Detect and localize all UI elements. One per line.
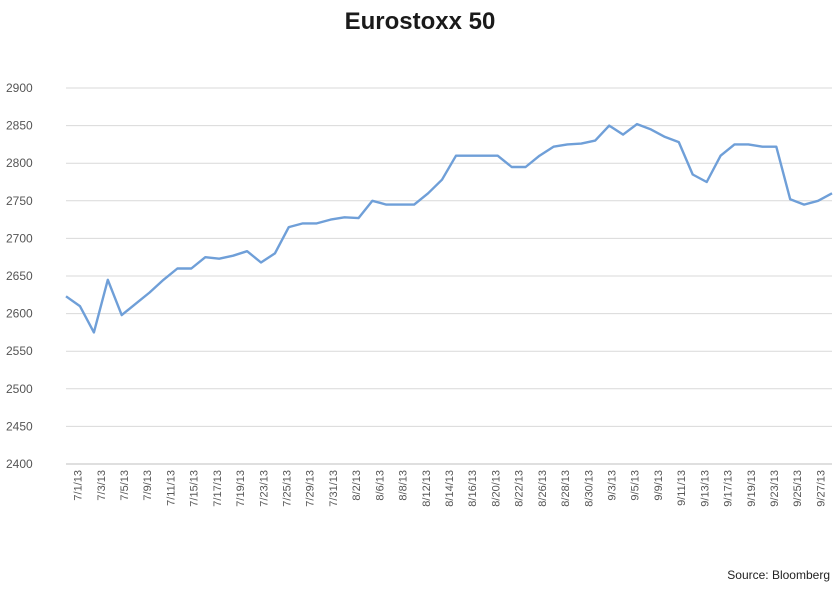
chart-title: Eurostoxx 50 [344, 8, 496, 35]
x-tick-label: 7/5/13 [119, 470, 131, 501]
x-axis: 7/1/13 7/3/13 7/5/13 7/9/13 7/11/13 7/15/13 7/… [73, 470, 828, 507]
x-tick-label: 9/13/13 [699, 470, 711, 507]
x-tick-label: 7/31/13 [328, 470, 340, 507]
source-note: Source: Bloomberg [727, 568, 830, 582]
x-tick-label: 8/2/13 [351, 470, 363, 501]
x-tick-label: 8/8/13 [398, 470, 410, 501]
x-tick-label: 7/29/13 [305, 470, 317, 507]
y-tick-label: 2750 [6, 194, 33, 208]
x-tick-label: 8/28/13 [560, 470, 572, 507]
x-tick-label: 9/9/13 [653, 470, 665, 501]
x-tick-label: 7/15/13 [189, 470, 201, 507]
y-tick-label: 2650 [6, 269, 33, 283]
y-tick-label: 2500 [6, 382, 33, 396]
x-tick-label: 9/25/13 [792, 470, 804, 507]
x-tick-label: 7/9/13 [142, 470, 154, 501]
y-tick-label: 2600 [6, 307, 33, 321]
y-tick-label: 2700 [6, 231, 33, 245]
x-tick-label: 9/27/13 [815, 470, 827, 507]
gridlines [66, 87, 832, 465]
y-tick-label: 2850 [6, 119, 33, 133]
x-tick-label: 8/30/13 [583, 470, 595, 507]
x-tick-label: 7/3/13 [96, 470, 108, 501]
x-tick-label: 8/12/13 [421, 470, 433, 507]
series-line [65, 122, 833, 334]
y-tick-label: 2450 [6, 419, 33, 433]
x-tick-label: 9/19/13 [746, 470, 758, 507]
x-tick-label: 8/16/13 [467, 470, 479, 507]
x-tick-label: 8/20/13 [490, 470, 502, 507]
x-tick-label: 8/26/13 [537, 470, 549, 507]
x-tick-label: 9/11/13 [676, 470, 688, 506]
y-tick-label: 2900 [6, 81, 33, 95]
x-tick-label: 7/19/13 [235, 470, 247, 507]
y-tick-label: 2800 [6, 156, 33, 170]
x-tick-label: 9/5/13 [630, 470, 642, 501]
x-tick-label: 7/11/13 [165, 470, 177, 506]
y-axis: 2400 2450 2500 2550 2600 2650 2700 2750 2800 2850… [6, 81, 33, 471]
x-tick-label: 7/1/13 [73, 470, 85, 501]
x-tick-label: 8/14/13 [444, 470, 456, 507]
x-tick-label: 9/17/13 [723, 470, 735, 507]
x-tick-label: 8/6/13 [374, 470, 386, 501]
x-tick-label: 9/23/13 [769, 470, 781, 507]
x-tick-label: 7/23/13 [258, 470, 270, 507]
y-tick-label: 2400 [6, 457, 33, 471]
x-tick-label: 8/22/13 [514, 470, 526, 507]
y-tick-label: 2550 [6, 344, 33, 358]
x-tick-label: 7/17/13 [212, 470, 224, 507]
x-tick-label: 9/3/13 [606, 470, 618, 501]
x-tick-label: 7/25/13 [282, 470, 294, 507]
